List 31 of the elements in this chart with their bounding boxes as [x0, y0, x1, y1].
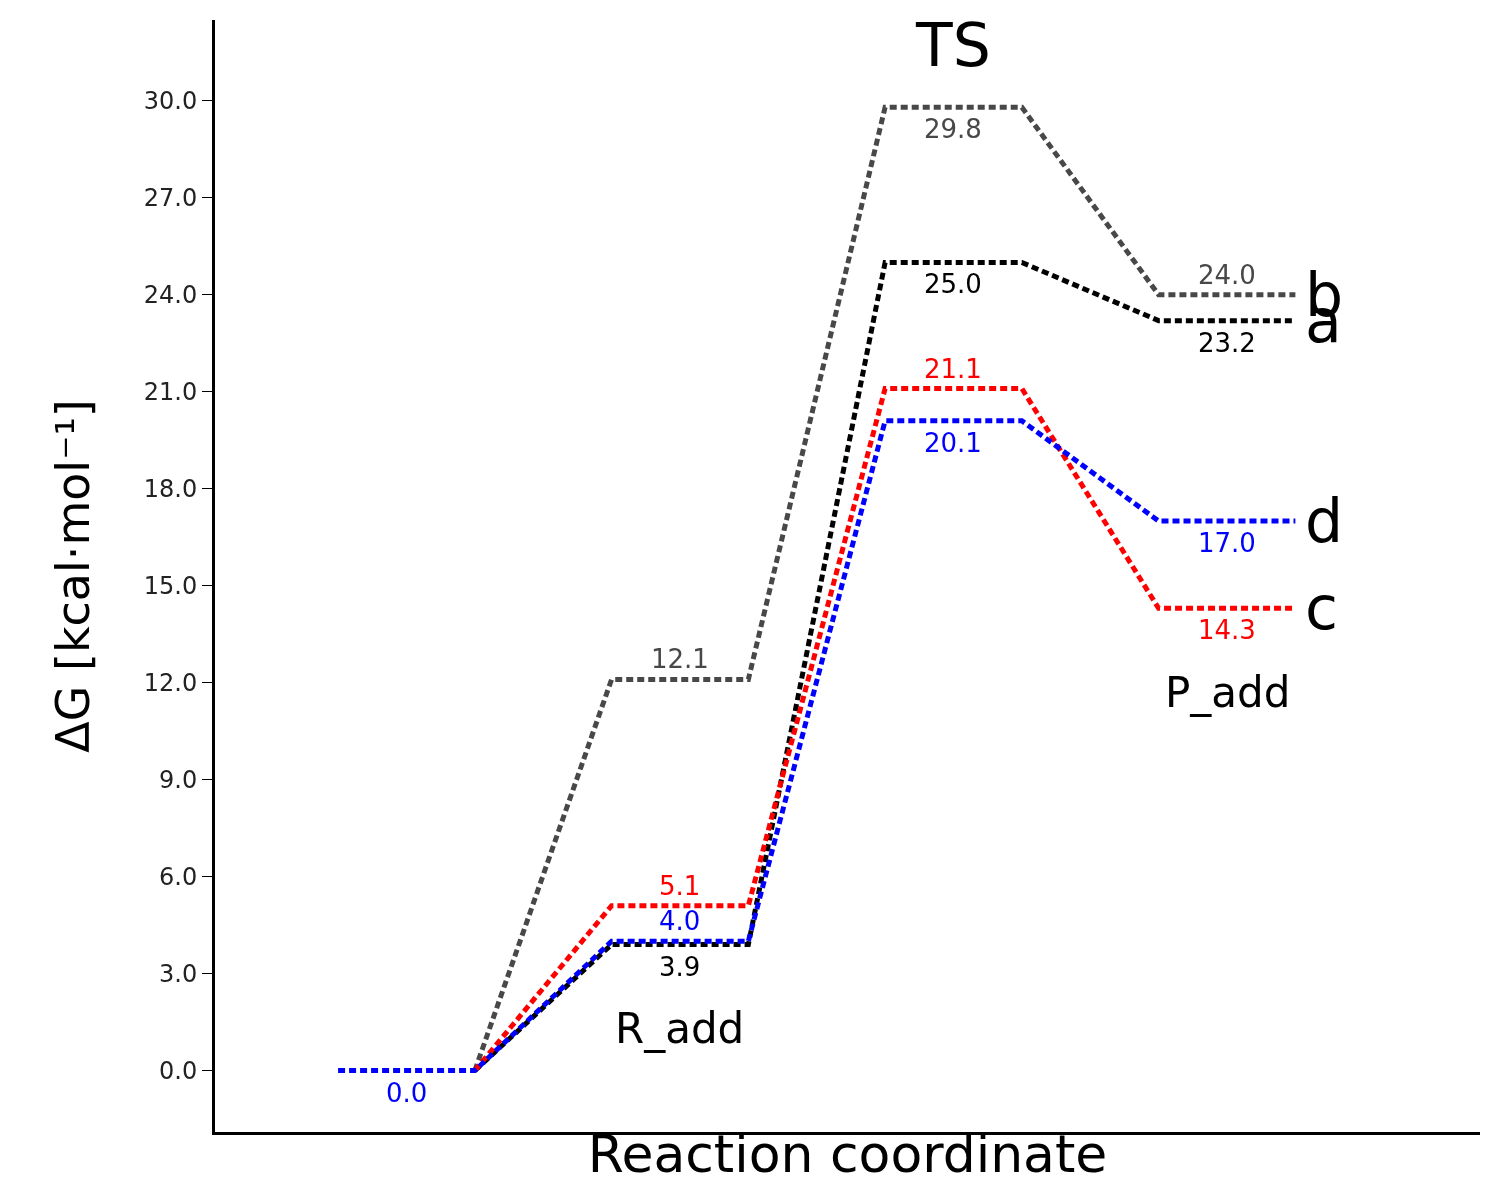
data-label: 3.9 — [659, 952, 701, 982]
y-tick-label: 21.0 — [143, 378, 198, 407]
data-label: 21.1 — [924, 354, 982, 384]
data-label: 25.0 — [924, 269, 982, 299]
y-tick-label: 0.0 — [159, 1056, 198, 1085]
annotation: TS — [915, 10, 991, 80]
data-label: 5.1 — [659, 871, 701, 901]
y-tick-label: 6.0 — [159, 863, 198, 892]
y-tick-label: 24.0 — [143, 281, 198, 310]
data-label: 0.0 — [386, 1078, 428, 1108]
y-tick-label: 9.0 — [159, 766, 198, 795]
data-label: 4.0 — [659, 906, 701, 936]
data-label: 17.0 — [1198, 528, 1256, 558]
y-tick-label: 15.0 — [143, 572, 198, 601]
y-tick-label: 30.0 — [143, 87, 198, 116]
y-tick-label: 18.0 — [143, 475, 198, 504]
data-label: 24.0 — [1198, 260, 1256, 290]
annotation: P_add — [1165, 668, 1291, 717]
series-label: c — [1305, 573, 1338, 643]
data-label: 29.8 — [924, 114, 982, 144]
data-label: 14.3 — [1198, 615, 1256, 645]
data-label: 20.1 — [924, 428, 982, 458]
data-label: 12.1 — [651, 644, 709, 674]
y-tick-label: 3.0 — [159, 960, 198, 988]
annotation: R_add — [615, 1004, 745, 1053]
y-tick-label: 12.0 — [143, 669, 198, 698]
y-tick-label: 27.0 — [143, 184, 198, 213]
data-label: 23.2 — [1198, 328, 1256, 358]
y-axis-title: ΔG [kcal·mol⁻¹] — [46, 399, 101, 753]
x-axis-title: Reaction coordinate — [587, 1124, 1108, 1185]
series-label: d — [1305, 486, 1344, 556]
